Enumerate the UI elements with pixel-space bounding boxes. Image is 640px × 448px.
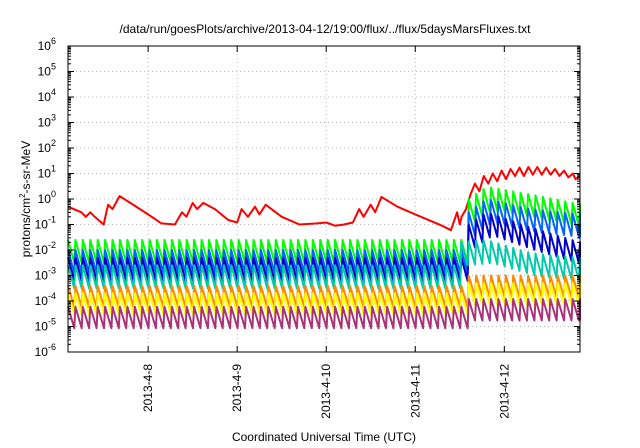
y-tick-base: 10: [38, 167, 52, 181]
y-axis-label-sup: 2: [18, 193, 27, 198]
y-tick-exponent: 2: [51, 138, 56, 148]
x-tick-label: 2013-4-12: [497, 364, 511, 419]
y-tick-label: 10-2: [35, 240, 56, 257]
x-axis-label: Coordinated Universal Time (UTC): [232, 430, 416, 444]
y-tick-exponent: 3: [51, 113, 56, 123]
y-tick-exponent: 5: [51, 62, 56, 72]
y-tick-exponent: -5: [48, 317, 56, 327]
y-tick-label: 101: [38, 164, 56, 181]
series-line-0: [67, 166, 581, 232]
y-tick-label: 106: [38, 36, 56, 53]
y-tick-label: 10-5: [35, 317, 56, 334]
y-tick-exponent: -1: [48, 215, 56, 225]
y-tick-base: 10: [35, 269, 49, 283]
y-tick-base: 10: [35, 320, 49, 334]
y-tick-exponent: -2: [48, 240, 56, 250]
y-tick-label: 10-3: [35, 266, 56, 283]
y-tick-label: 102: [38, 138, 56, 155]
y-tick-base: 10: [38, 90, 52, 104]
y-tick-base: 10: [35, 218, 49, 232]
y-tick-base: 10: [38, 192, 52, 206]
x-axis-ticks: 2013-4-8 2013-4-9 2013-4-10 2013-4-11 2013-4…: [141, 46, 511, 419]
y-tick-exponent: -3: [48, 266, 56, 276]
y-tick-exponent: -4: [48, 291, 56, 301]
x-tick-label: 2013-4-10: [319, 364, 333, 419]
y-tick-label: 100: [38, 189, 56, 206]
series-line-4: [67, 239, 581, 290]
y-tick-base: 10: [35, 345, 49, 359]
y-tick-base: 10: [38, 116, 52, 130]
y-tick-label: 104: [38, 87, 56, 104]
series-line-7: [67, 298, 581, 330]
x-tick-label: 2013-4-8: [141, 364, 155, 412]
y-axis-label: protons/cm2-s-sr-MeV: [18, 141, 33, 257]
y-axis-ticks: 10-610-510-410-310-210-11001011021031041…: [35, 36, 580, 359]
y-tick-label: 103: [38, 113, 56, 130]
x-tick-label: 2013-4-9: [230, 364, 244, 412]
x-tick-label: 2013-4-11: [408, 364, 422, 418]
y-tick-base: 10: [38, 141, 52, 155]
y-tick-exponent: 6: [51, 36, 56, 46]
y-tick-label: 10-6: [35, 342, 56, 359]
y-tick-base: 10: [35, 294, 49, 308]
y-axis-label-tail: -s-sr-MeV: [19, 141, 33, 194]
y-tick-exponent: 1: [51, 164, 56, 174]
y-tick-label: 105: [38, 62, 56, 79]
y-tick-base: 10: [38, 65, 52, 79]
y-tick-base: 10: [35, 243, 49, 257]
series-lines: [67, 166, 581, 330]
y-tick-exponent: 4: [51, 87, 56, 97]
y-tick-base: 10: [38, 39, 52, 53]
chart-title: /data/run/goesPlots/archive/2013-04-12/1…: [120, 22, 532, 36]
y-tick-label: 10-4: [35, 291, 56, 308]
y-tick-exponent: 0: [51, 189, 56, 199]
y-tick-exponent: -6: [48, 342, 56, 352]
y-tick-label: 10-1: [35, 215, 56, 232]
y-axis-label-main: protons/cm: [19, 198, 33, 257]
